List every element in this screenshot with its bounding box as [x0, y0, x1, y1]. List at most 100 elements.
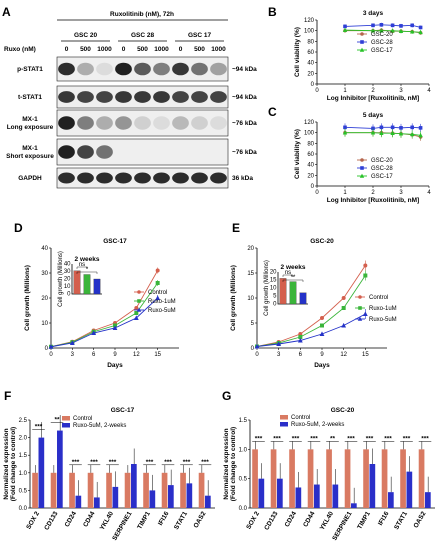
- data-point: [418, 29, 423, 35]
- category-label: CD44: [302, 510, 317, 528]
- data-point: [343, 24, 347, 29]
- bar: [344, 449, 351, 508]
- legend-label: GSC-20: [371, 32, 393, 38]
- blot-size-label: ~94 kDa: [232, 66, 257, 73]
- data-point: [371, 126, 375, 131]
- data-point: [410, 125, 414, 130]
- data-point: [69, 340, 75, 345]
- category-label: SOX 2: [25, 510, 41, 530]
- data-point: [410, 131, 415, 137]
- data-point: [342, 27, 348, 32]
- y-tick-label: 0.5: [19, 488, 28, 494]
- legend-label: GSC-28: [371, 166, 393, 172]
- significance-label: ***: [109, 459, 117, 466]
- bar: [94, 497, 100, 508]
- y-axis-label-sub: (Fold change to control): [10, 427, 17, 501]
- legend-swatch: [280, 422, 288, 427]
- blot-band: [115, 91, 132, 103]
- category-label: SERPINE1: [111, 510, 133, 542]
- legend-swatch: [280, 415, 288, 420]
- inset-bar: [83, 274, 91, 295]
- blot-band: [153, 91, 170, 103]
- blot-band: [115, 116, 132, 130]
- inset-y-tick-label: 40: [64, 262, 71, 268]
- x-tick-label: 15: [362, 352, 369, 358]
- category-label: CD44: [82, 510, 97, 528]
- legend-marker: [357, 316, 363, 321]
- data-point: [399, 126, 403, 130]
- x-tick-label: 1: [343, 88, 347, 94]
- inset-y-tick-label: 0: [67, 292, 71, 298]
- panel-letter-f: F: [4, 389, 11, 403]
- blot-row-sublabel: Short exposure: [6, 153, 54, 160]
- y-axis-label: Cell growth (Millions): [24, 265, 31, 331]
- y-tick-label: 30: [41, 271, 48, 277]
- category-label: STAT1: [393, 510, 409, 531]
- y-tick-label: 1.5: [19, 453, 28, 459]
- blot-band: [77, 91, 94, 103]
- bar: [369, 464, 376, 508]
- category-label: SOX 2: [245, 510, 261, 530]
- data-point: [155, 268, 160, 273]
- blot-row-label: GAPDH: [18, 175, 42, 182]
- y-tick-label: 20: [41, 296, 48, 302]
- bar: [124, 472, 131, 508]
- data-point: [155, 295, 161, 300]
- bar: [314, 484, 320, 508]
- data-point: [363, 263, 368, 268]
- blot-row-label: MX-1: [22, 116, 38, 123]
- data-point: [363, 273, 368, 278]
- bar: [351, 503, 357, 508]
- y-tick-label: 60: [307, 152, 314, 158]
- y-tick-label: 1.5: [239, 418, 248, 424]
- data-point: [399, 24, 403, 28]
- blot-dose-label: 1000: [154, 46, 169, 53]
- y-tick-label: 0.0: [239, 506, 248, 512]
- significance-label: ***: [421, 435, 429, 442]
- x-axis-label: Log Inhibitor [Ruxolitinib, nM]: [327, 95, 419, 102]
- data-point: [134, 306, 139, 310]
- series-line: [256, 313, 366, 347]
- legend-label: Ruxo-5uM, 2-weeks: [73, 423, 126, 429]
- x-tick-label: 9: [320, 352, 324, 358]
- y-tick-label: 0: [311, 184, 315, 190]
- x-tick-label: 0: [49, 352, 53, 358]
- inset-title: 2 weeks: [75, 256, 100, 263]
- data-point: [298, 335, 303, 339]
- legend-marker: [360, 32, 364, 36]
- blot-dose-label: 0: [179, 46, 183, 53]
- blot-dose-label: 500: [194, 46, 205, 53]
- blot-band: [134, 172, 151, 184]
- bar: [112, 486, 119, 508]
- blot-band: [58, 116, 75, 130]
- blot-ruxo-label: Ruxo (nM): [4, 46, 36, 53]
- y-axis-label: Cell growth (Millions): [230, 265, 237, 331]
- significance-label: ***: [347, 435, 355, 442]
- x-tick-label: 0: [255, 352, 259, 358]
- y-tick-label: 0: [45, 346, 49, 352]
- blot-band: [191, 62, 208, 76]
- data-point: [418, 126, 423, 130]
- bar: [363, 449, 369, 508]
- y-tick-label: 20: [307, 173, 314, 179]
- bar: [295, 487, 302, 508]
- inset-y-tick-label: 30: [64, 269, 71, 275]
- y-tick-label: 10: [247, 296, 254, 302]
- x-tick-label: 1: [343, 190, 347, 196]
- blot-band: [96, 91, 113, 103]
- x-tick-label: 2: [371, 190, 375, 196]
- y-tick-label: 60: [307, 50, 314, 56]
- significance-label: ***: [146, 459, 154, 466]
- chart-title: GSC-17: [103, 238, 127, 245]
- legend-label: Ruxo-1uM: [369, 306, 397, 312]
- blot-size-label: ~94 kDa: [232, 94, 257, 101]
- blot-group-label: GSC 28: [131, 32, 155, 39]
- growth-chart-gsc20: GSC-20 0 5 10 15 20 0 3 6 9 12 15 Days Cell growth (M…: [230, 238, 397, 369]
- bar: [400, 449, 406, 508]
- legend-label: Ruxo-5uM: [148, 308, 176, 314]
- inset-bar: [279, 278, 287, 305]
- data-point: [390, 28, 395, 33]
- category-label: STAT1: [173, 510, 189, 531]
- bar: [50, 472, 57, 508]
- bar: [326, 449, 332, 508]
